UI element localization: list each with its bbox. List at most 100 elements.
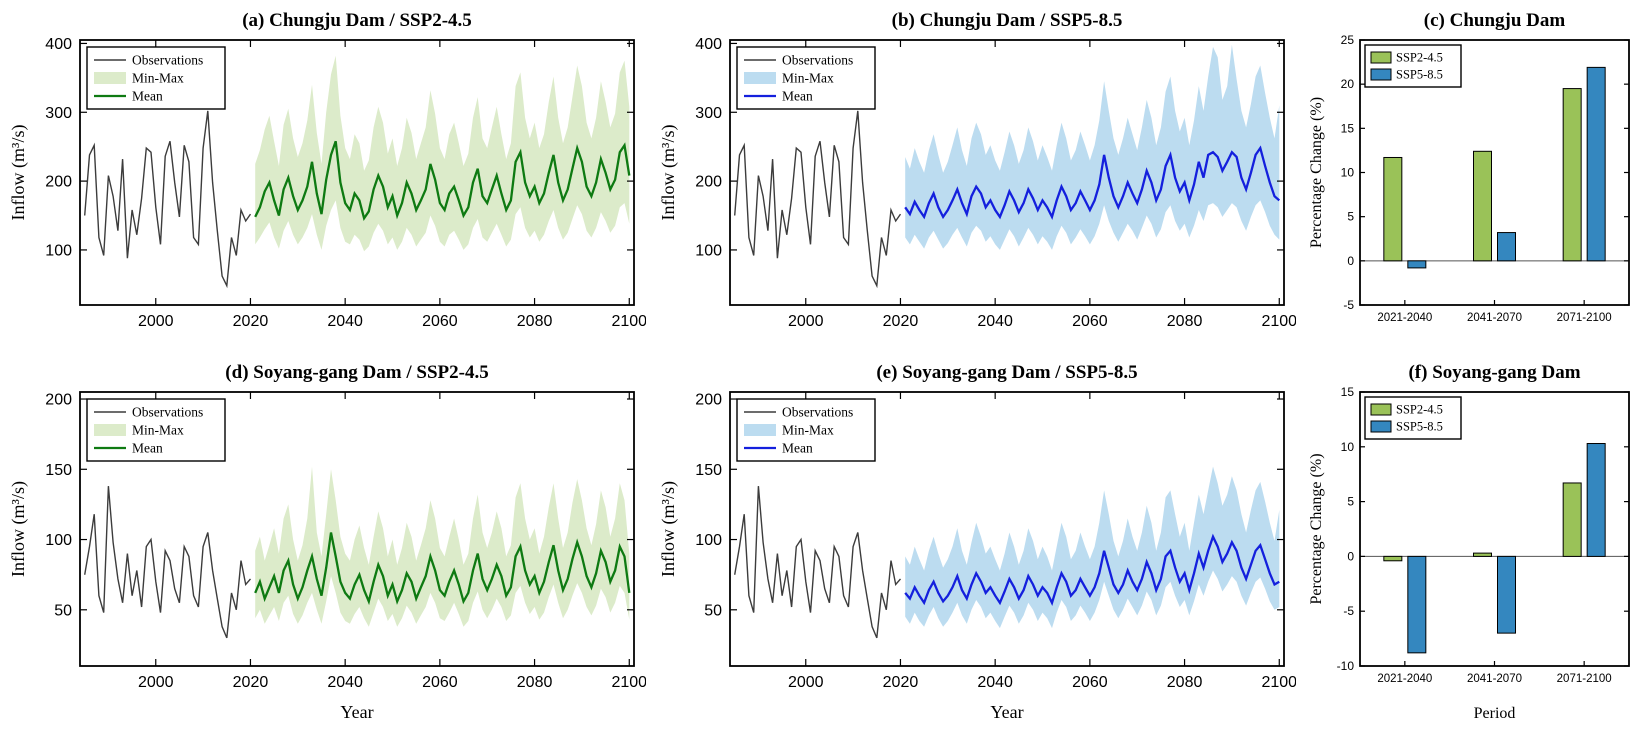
y-tick-label: 300 [45, 105, 72, 122]
bar-SSP5-8.5-2041-2070 [1497, 555, 1516, 634]
observations-line [84, 486, 252, 639]
observations-line [734, 486, 902, 639]
legend-swatch-SSP5-8.5 [1370, 420, 1392, 433]
legend-label-observations: Observations [132, 53, 203, 68]
x-tick-label: 2060 [422, 313, 458, 330]
panel-c: -5 0 5 10 15 20 25 2021-2040 2041-2070 2071-2100 S… [1306, 4, 1638, 354]
x-tick-label: 2060 [1072, 674, 1108, 691]
row-bottom: 2000 2020 2040 2060 2080 2100 50 100 150 200 Obser… [6, 356, 1645, 735]
y-tick-label: 50 [704, 602, 722, 619]
category-label: 2021-2040 [1377, 312, 1432, 324]
x-tick-label: 2020 [883, 674, 919, 691]
y-tick-label: 15 [1341, 385, 1355, 399]
chart-title-a: (a) Chungju Dam / SSP2-4.5 [242, 10, 472, 31]
x-tick-label: 2020 [883, 313, 919, 330]
y-tick-label: 25 [1341, 33, 1355, 47]
mean-line [904, 533, 1280, 606]
legend-swatch-SSP2-4.5 [1370, 403, 1392, 416]
x-axis-label: Period [1474, 705, 1516, 722]
chart-title-c: (c) Chungju Dam [1424, 10, 1566, 31]
legend-label-SSP2-4.5: SSP2-4.5 [1396, 403, 1443, 417]
legend-minmax-swatch [744, 72, 776, 84]
legend-minmax-swatch [94, 72, 126, 84]
y-tick-label: 20 [1341, 77, 1355, 91]
bar-SSP5-8.5-2021-2040 [1407, 555, 1427, 654]
legend-label-observations: Observations [132, 405, 203, 420]
y-tick-label: 0 [1347, 254, 1354, 268]
y-tick-label: 150 [695, 462, 722, 479]
x-tick-label: 2000 [138, 674, 174, 691]
y-tick-label: 10 [1341, 166, 1355, 180]
y-axis-label: Percentage Change (%) [1308, 453, 1325, 604]
legend-label-observations: Observations [782, 405, 853, 420]
bar-SSP2-4.5-2021-2040 [1383, 156, 1403, 262]
y-tick-label: -5 [1343, 604, 1354, 618]
minmax-band [255, 466, 630, 627]
x-tick-label: 2080 [517, 674, 553, 691]
y-tick-label: 200 [45, 174, 72, 191]
bar-SSP2-4.5-2041-2070 [1473, 150, 1492, 262]
legend-label-minmax: Min-Max [132, 71, 184, 86]
legend-label-mean: Mean [782, 441, 813, 456]
y-tick-label: 400 [45, 36, 72, 53]
category-label: 2041-2070 [1467, 312, 1522, 324]
x-tick-label: 2100 [611, 674, 646, 691]
x-tick-label: 2100 [1261, 674, 1296, 691]
y-tick-label: 100 [45, 242, 72, 259]
mean-line [904, 145, 1281, 221]
y-tick-label: 15 [1341, 121, 1355, 135]
x-tick-label: 2040 [327, 674, 363, 691]
chart-f-canvas: -10 -5 0 5 10 15 2021-2040 2041-2070 2071-2100 SS… [1308, 362, 1630, 722]
x-tick-label: 2040 [977, 674, 1013, 691]
y-tick-label: -10 [1337, 659, 1355, 673]
y-tick-label: 100 [695, 242, 722, 259]
chart-title-f: (f) Soyang-gang Dam [1408, 362, 1580, 383]
y-axis-label: Inflow (m³/s) [658, 481, 679, 577]
y-axis-label: Inflow (m³/s) [658, 125, 679, 221]
legend-label-minmax: Min-Max [782, 71, 834, 86]
legend-label-mean: Mean [132, 89, 163, 104]
axis-box [79, 391, 635, 667]
chart-c-canvas: -5 0 5 10 15 20 25 2021-2040 2041-2070 2071-2100 S… [1308, 10, 1630, 324]
y-tick-label: 5 [1347, 495, 1354, 509]
legend-label-SSP2-4.5: SSP2-4.5 [1396, 51, 1443, 65]
legend-label-SSP5-8.5: SSP5-8.5 [1396, 68, 1443, 82]
y-tick-label: 0 [1347, 549, 1354, 563]
chart-e-canvas: 2000 2020 2040 2060 2080 2100 50 100 150 200 Obser… [658, 362, 1297, 722]
minmax-band [905, 44, 1280, 250]
y-tick-label: 100 [45, 532, 72, 549]
x-tick-label: 2000 [788, 674, 824, 691]
bar-SSP2-4.5-2041-2070 [1473, 552, 1492, 557]
category-label: 2021-2040 [1377, 673, 1432, 685]
mean-line [254, 532, 631, 606]
legend-swatch-SSP5-8.5 [1370, 68, 1392, 81]
y-tick-label: 150 [45, 462, 72, 479]
x-tick-label: 2000 [788, 313, 824, 330]
legend-label-mean: Mean [782, 89, 813, 104]
chart-title-e: (e) Soyang-gang Dam / SSP5-8.5 [876, 362, 1137, 383]
chart-a-canvas: 2000 2020 2040 2060 2080 2100 100 200 300 400 Obse… [8, 10, 647, 330]
x-tick-label: 2060 [422, 674, 458, 691]
x-tick-label: 2100 [1261, 313, 1296, 330]
y-tick-label: 200 [695, 392, 722, 409]
axis-box [79, 39, 635, 306]
mean-line [254, 140, 631, 222]
chart-title-d: (d) Soyang-gang Dam / SSP2-4.5 [225, 362, 488, 383]
panel-d: 2000 2020 2040 2060 2080 2100 50 100 150 200 Obser… [6, 356, 647, 735]
bar-SSP2-4.5-2071-2100 [1562, 88, 1582, 262]
x-tick-label: 2020 [233, 313, 269, 330]
x-tick-label: 2080 [1167, 674, 1203, 691]
y-tick-label: -5 [1343, 298, 1354, 312]
y-tick-label: 5 [1347, 210, 1354, 224]
chart-d-canvas: 2000 2020 2040 2060 2080 2100 50 100 150 200 Obser… [8, 362, 647, 722]
legend-label-mean: Mean [132, 441, 163, 456]
observations-line [84, 110, 252, 289]
legend-minmax-swatch [94, 424, 126, 436]
panel-f: -10 -5 0 5 10 15 2021-2040 2041-2070 2071-2100 SS… [1306, 356, 1638, 735]
legend-swatch-SSP2-4.5 [1370, 51, 1392, 64]
y-axis-label: Percentage Change (%) [1308, 97, 1325, 248]
bar-SSP5-8.5-2041-2070 [1497, 232, 1516, 262]
y-tick-label: 300 [695, 105, 722, 122]
bar-SSP5-8.5-2071-2100 [1586, 66, 1606, 262]
panel-a: 2000 2020 2040 2060 2080 2100 100 200 300 400 Obse… [6, 4, 647, 354]
